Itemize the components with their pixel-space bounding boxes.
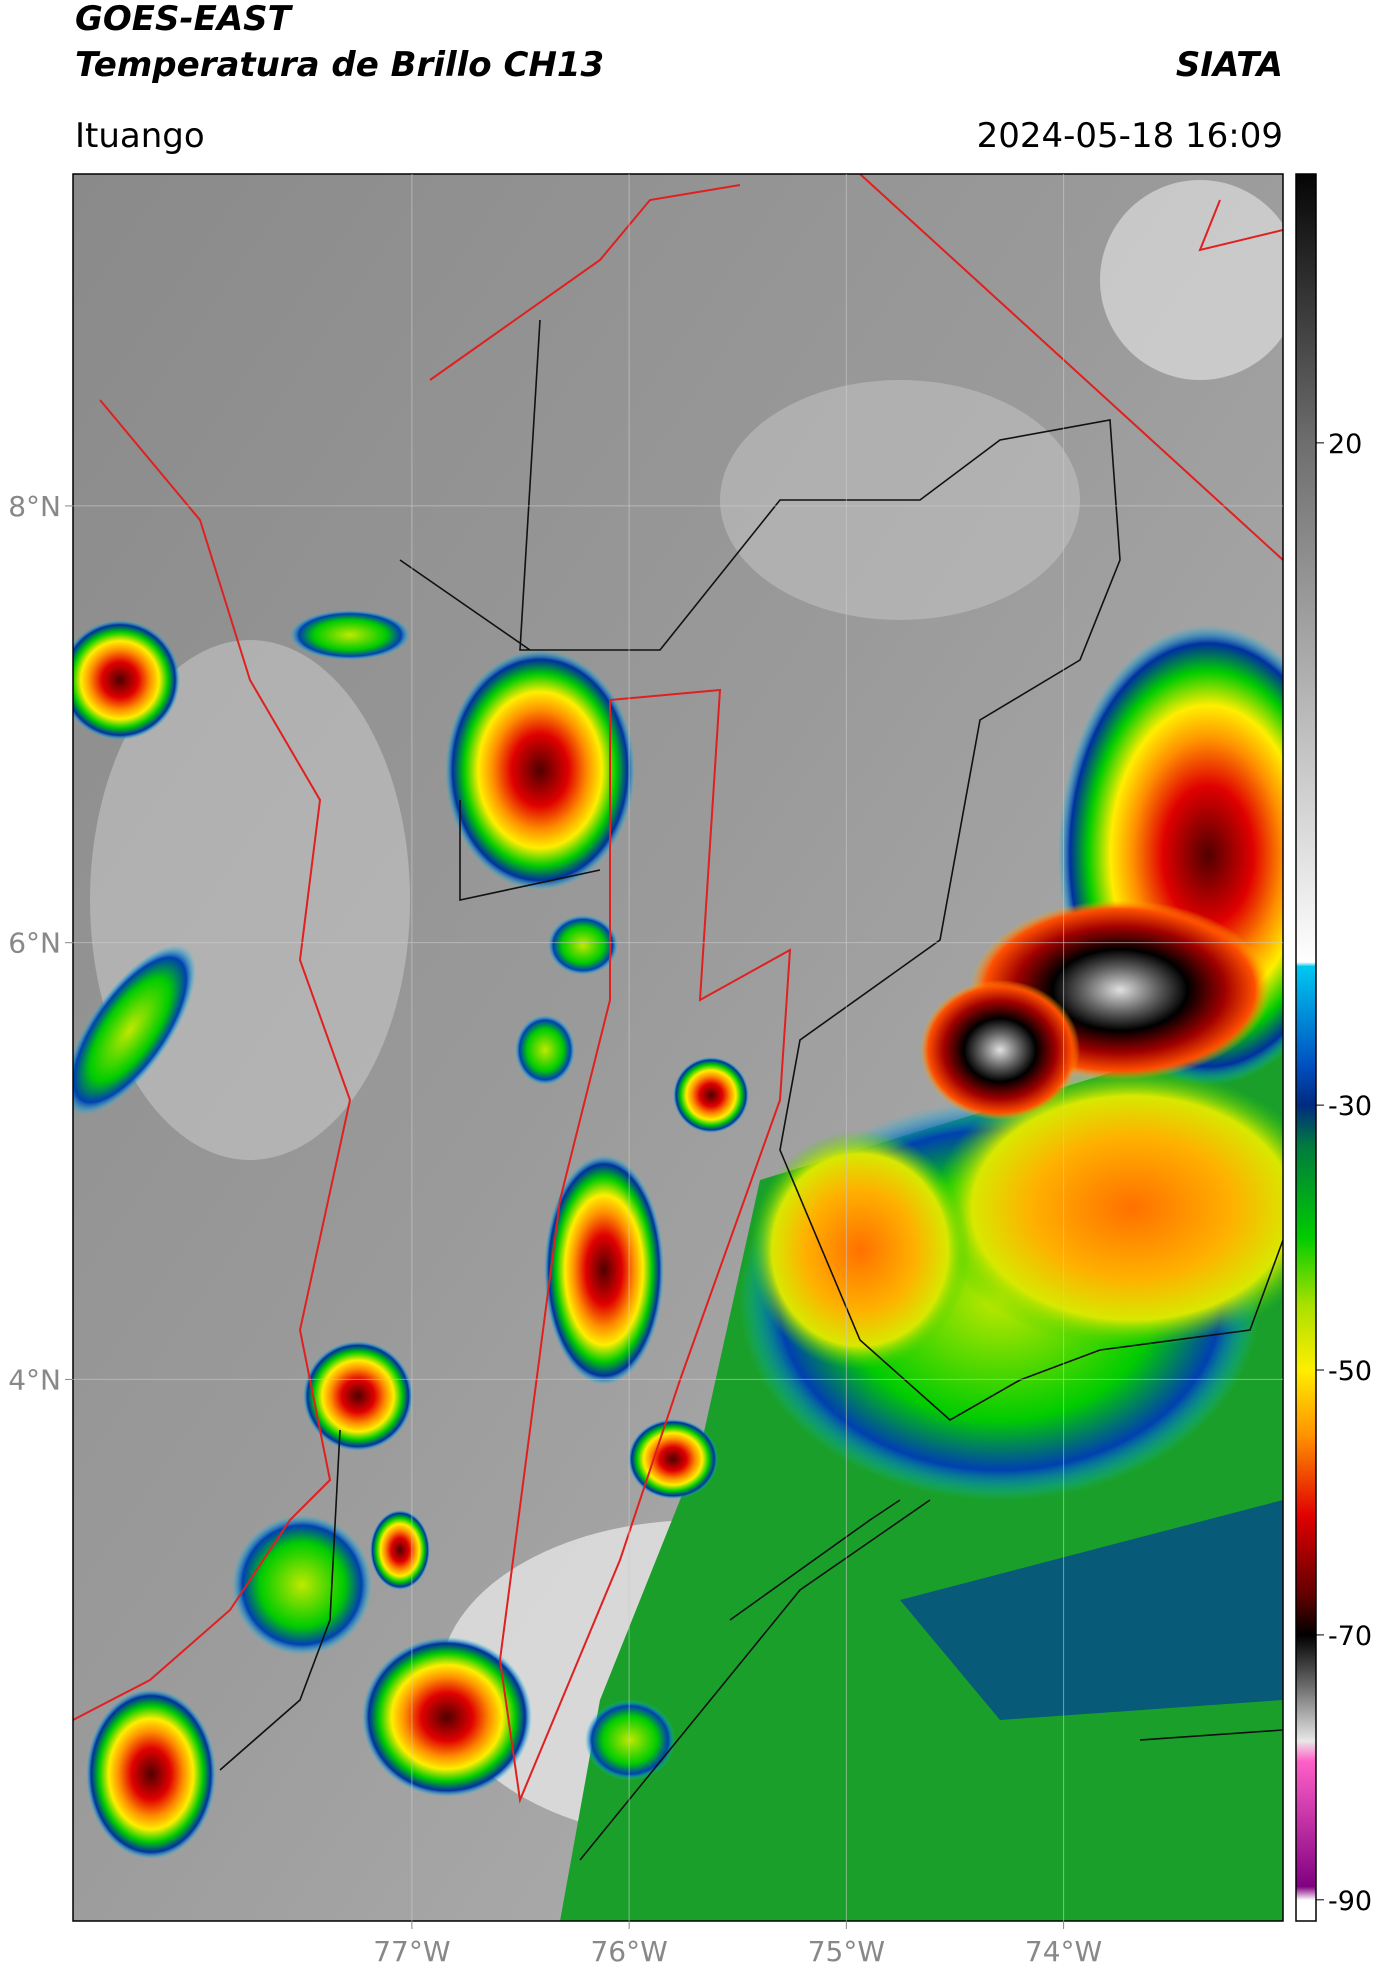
colorbar-tick-label: -90 <box>1328 1886 1372 1917</box>
y-tick-label: 4°N <box>8 1363 61 1396</box>
x-tick-label: 74°W <box>1025 1935 1102 1968</box>
colorbar-segment <box>1296 966 1316 1066</box>
source: SIATA <box>1176 45 1283 85</box>
colorbar-segment <box>1296 1687 1316 1742</box>
colorbar-segment <box>1296 1237 1316 1305</box>
colorbar-tick-label: -70 <box>1328 1621 1372 1652</box>
title: GOES-EAST <box>75 0 294 39</box>
colorbar-segment <box>1296 1760 1316 1888</box>
colorbar-segment <box>1296 1515 1316 1596</box>
colorbar-segment <box>1296 174 1316 444</box>
colorbar-segment <box>1296 1634 1316 1689</box>
y-tick-label: 6°N <box>8 927 61 960</box>
x-tick-label: 75°W <box>808 1935 885 1968</box>
colorbar-segment <box>1296 1105 1316 1146</box>
y-tick-label: 8°N <box>8 490 61 523</box>
colorbar-segment <box>1296 442 1316 963</box>
colorbar-segment <box>1296 1370 1316 1437</box>
colorbar-segment <box>1296 1740 1316 1762</box>
map-frame <box>72 173 1284 1922</box>
colorbar-segment <box>1296 1436 1316 1517</box>
location: Ituango <box>75 116 205 156</box>
x-tick-label: 77°W <box>373 1935 450 1968</box>
colorbar-segment <box>1296 1303 1316 1371</box>
colorbar-segment <box>1296 1144 1316 1239</box>
colorbar-segment <box>1296 1595 1316 1636</box>
colorbar-tick-label: 20 <box>1328 429 1362 460</box>
colorbar-segment <box>1296 962 1316 967</box>
subtitle: Temperatura de Brillo CH13 <box>75 45 604 85</box>
colorbar-segment <box>1296 1899 1316 1922</box>
colorbar-frame <box>1295 173 1317 1922</box>
datetime: 2024-05-18 16:09 <box>977 116 1283 156</box>
colorbar-tick-label: -30 <box>1328 1091 1372 1122</box>
colorbar-tick-label: -50 <box>1328 1356 1372 1387</box>
colorbar-segment <box>1296 1886 1316 1901</box>
satellite-image <box>73 174 1283 1921</box>
x-tick-label: 76°W <box>590 1935 667 1968</box>
colorbar-segment <box>1296 1065 1316 1106</box>
